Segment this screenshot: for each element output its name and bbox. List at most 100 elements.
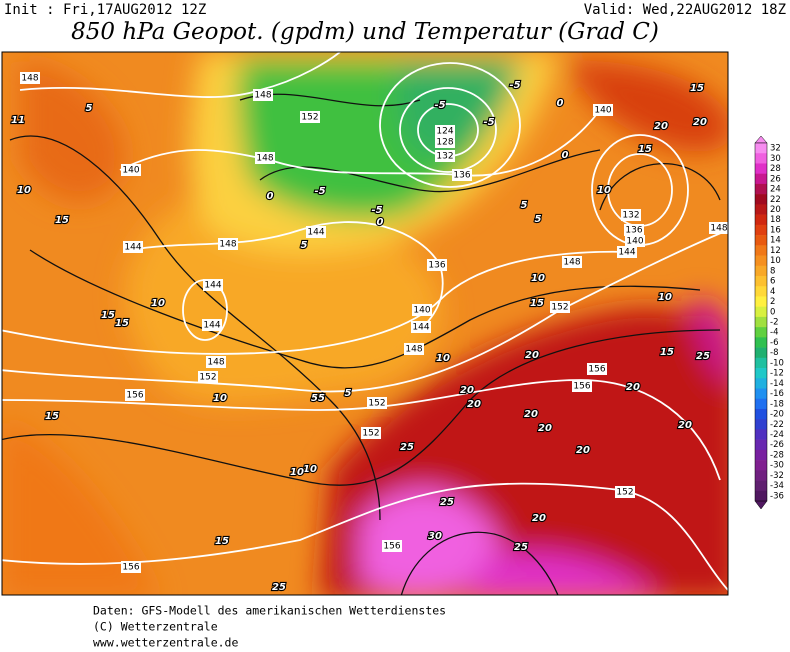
temperature-label: 20 [460,385,474,396]
geopotential-label-box [306,226,326,238]
colorbar-label: -26 [770,440,784,450]
colorbar-frame [754,142,768,502]
geopotential-label-box [427,259,447,271]
colorbar-swatch [755,408,767,420]
temperature-label: 15 [101,310,115,321]
colorbar-arrow-top [754,135,768,144]
geopotential-label-box [617,246,637,258]
geopotential-label: 156 [573,382,590,392]
map-frame [1,51,729,596]
temperature-label: 20 [654,121,668,132]
colorbar-swatch [755,470,767,481]
colorbar-label: -32 [770,471,784,481]
colorbar-swatch [755,398,767,410]
temperature-label: 10 [531,273,545,284]
geopotential-label-box [218,238,238,250]
temperature-label: 25 [440,497,454,508]
geopotential-label: 152 [551,303,568,313]
colorbar-swatch [755,419,767,430]
geopotential-label: 144 [412,323,429,333]
temperature-label: 0 [557,98,564,109]
temperature-label: 10 [658,292,672,303]
geopotential-label: 144 [124,243,141,253]
geopotential-label-box [253,89,273,101]
geopotential-label-box [203,279,223,291]
temperature-label: 5 [86,103,93,114]
colorbar-label: -4 [770,328,778,338]
temperature-label: -5 [314,186,325,197]
geopotential-label-box [435,125,455,137]
geopotential-label-box [300,111,320,123]
temperature-label: 20 [525,350,539,361]
colorbar-swatch [755,143,767,154]
colorbar-label: -2 [770,318,778,328]
temperature-label: 10 [597,185,611,196]
colorbar-swatch [755,480,767,492]
geopotential-label-box [198,371,218,383]
geopotential-label: 136 [625,226,642,236]
temperature-label: 5 [521,200,528,211]
title: 850 hPa Geopot. (gpdm) und Temperatur (G… [71,19,659,45]
colorbar-label: -18 [770,399,784,409]
colorbar-swatch [755,286,767,297]
colorbar: 32302826242220181614121086420-2-4-6-8-10… [754,135,784,510]
colorbar-label: 24 [770,185,781,195]
temperature-label: 20 [626,382,640,393]
colorbar-swatch [755,460,767,471]
colorbar-swatch [755,357,767,369]
temperature-label: 5 [535,214,542,225]
colorbar-swatch [755,368,767,379]
geopotential-label-box [625,235,645,247]
temperature-label: -5 [434,100,445,111]
geopotential-label: 132 [622,211,639,221]
colorbar-swatch [755,214,767,226]
colorbar-label: 16 [770,225,781,235]
colorbar-label: -6 [770,338,778,348]
colorbar-swatch [755,194,767,205]
colorbar-swatch [755,347,767,359]
geopotential-label: 148 [254,91,271,101]
colorbar-swatch [755,429,767,440]
geopotential-label: 156 [122,563,139,573]
colorbar-swatch [755,490,767,502]
geopotential-label: 128 [436,138,453,148]
temperature-field [2,52,728,595]
colorbar-label: 32 [770,144,781,154]
geopotential-label: 124 [436,127,453,137]
colorbar-label: -36 [770,491,784,501]
colorbar-label: 14 [770,236,781,246]
colorbar-label: 30 [770,154,781,164]
colorbar-swatch [755,255,767,267]
temperature-label: 0 [377,217,384,228]
geopotential-label: 132 [436,152,453,162]
geopotential-label: 148 [256,154,273,164]
temperature-label: 15 [115,318,129,329]
colorbar-swatch [755,306,767,318]
geopotential-label: 152 [362,429,379,439]
geopotential-label: 152 [368,399,385,409]
temperature-label: 10 [303,464,317,475]
temperature-label: 30 [428,531,442,542]
temperature-label: 0 [267,191,274,202]
temperature-label: 15 [215,536,229,547]
temperature-label: 15 [638,144,652,155]
temperature-label: 10 [290,467,304,478]
temperature-label: 20 [538,423,552,434]
colorbar-label: -12 [770,369,784,379]
geopotential-label-box [435,136,455,148]
temperature-label: 25 [696,351,710,362]
temperature-label: 20 [693,117,707,128]
geopotential-label-box [572,380,592,392]
temperature-label: 5 [345,388,352,399]
colorbar-swatch [755,388,767,400]
colorbar-label: 8 [770,266,775,276]
colorbar-swatch [755,378,767,389]
geopotential-label: 152 [199,373,216,383]
init-time: Init : Fri,17AUG2012 12Z [4,2,206,18]
geopotential-label-box [382,540,402,552]
geopotential-label: 156 [383,542,400,552]
temperature-label: 10 [436,353,450,364]
colorbar-swatch [755,449,767,461]
temperature-label: 20 [467,399,481,410]
temperature-label: 15 [690,83,704,94]
